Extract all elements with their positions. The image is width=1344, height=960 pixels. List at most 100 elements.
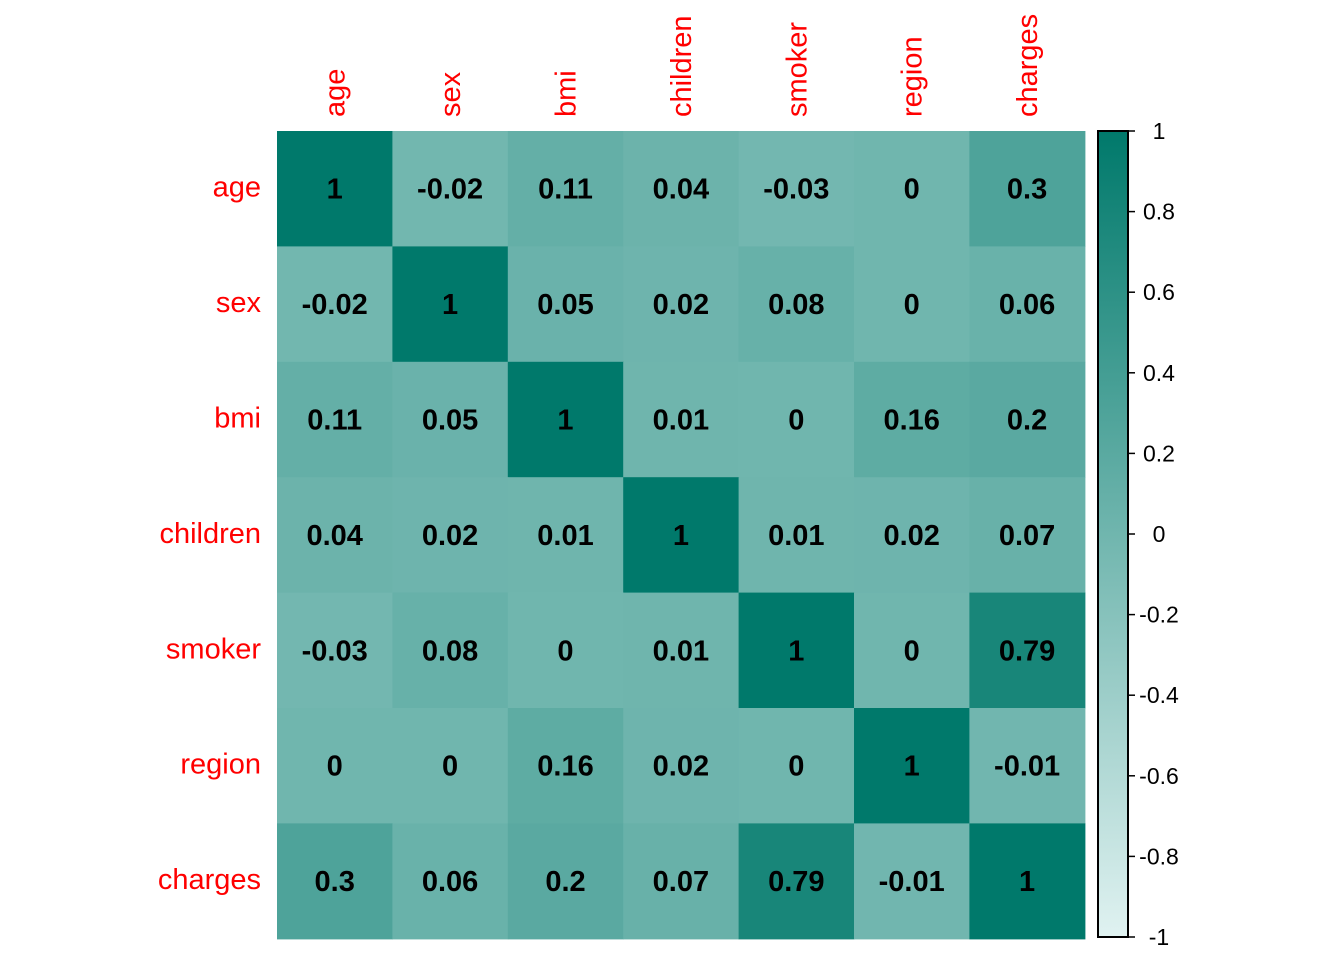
heatmap-cell-bmi-charges	[969, 361, 1086, 478]
cell-value-sex-bmi: 0.05	[537, 289, 593, 321]
row-label-age: age	[213, 172, 261, 204]
cell-value-bmi-sex: 0.05	[422, 405, 478, 437]
heatmap-cell-smoker-charges	[969, 592, 1086, 709]
column-label-charges: charges	[1012, 14, 1044, 117]
heatmap-cell-smoker-bmi	[507, 592, 624, 709]
cell-value-charges-bmi: 0.2	[545, 866, 585, 898]
column-labels: age sex bmi children smoker region charges	[320, 14, 1044, 117]
cell-value-smoker-children: 0.01	[653, 635, 709, 667]
cell-value-smoker-sex: 0.08	[422, 635, 478, 667]
cell-value-sex-charges: 0.06	[999, 289, 1055, 321]
column-label-sex: sex	[435, 71, 467, 117]
cell-value-region-age: 0	[327, 751, 343, 783]
column-label-age: age	[320, 69, 352, 117]
heatmap-cell-smoker-age	[277, 592, 393, 709]
colorbar-tick-label: 0.2	[1143, 440, 1175, 466]
cell-value-children-region: 0.02	[883, 520, 939, 552]
heatmap-value-labels: 1 -0.02 0.11 0.04 -0.03 0 0.3 -0.02 1 0.05 0.02 0.0…	[302, 174, 1061, 898]
colorbar-tick-label: 0.8	[1143, 199, 1175, 225]
row-label-region: region	[180, 749, 261, 781]
heatmap-cell-age-charges	[969, 131, 1086, 247]
column-label-smoker: smoker	[781, 22, 813, 117]
heatmap-cell-children-age	[277, 477, 393, 594]
heatmap-cell-sex-sex	[392, 246, 509, 363]
cell-value-bmi-age: 0.11	[307, 405, 362, 437]
heatmap-cell-sex-children	[623, 246, 740, 363]
cell-value-children-charges: 0.07	[999, 520, 1055, 552]
row-label-bmi: bmi	[214, 403, 261, 435]
heatmap-cell-smoker-children	[623, 592, 740, 709]
colorbar-gradient	[1097, 130, 1129, 938]
heatmap-cell-sex-bmi	[507, 246, 624, 363]
cell-value-region-bmi: 0.16	[537, 751, 593, 783]
cell-value-age-children: 0.04	[653, 174, 709, 206]
heatmap-cell-charges-age	[277, 823, 393, 940]
cell-value-region-charges: -0.01	[994, 751, 1060, 783]
colorbar-tick-label: -0.4	[1139, 682, 1179, 708]
heatmap-cell-region-age	[277, 708, 393, 824]
heatmap-cell-bmi-age	[277, 361, 393, 478]
cell-value-smoker-bmi: 0	[557, 635, 573, 667]
cell-value-smoker-smoker: 1	[788, 635, 804, 667]
cell-value-charges-smoker: 0.79	[768, 866, 824, 898]
heatmap-cell-age-children	[623, 131, 740, 247]
heatmap-cell-children-smoker	[738, 477, 855, 594]
cell-value-children-sex: 0.02	[422, 520, 478, 552]
colorbar-tick-label: -0.8	[1139, 843, 1179, 869]
colorbar-tick-label: 1	[1153, 118, 1166, 144]
heatmap-cell-children-bmi	[507, 477, 624, 594]
cell-value-children-smoker: 0.01	[768, 520, 824, 552]
cell-value-children-children: 1	[673, 520, 689, 552]
heatmap-cell-bmi-bmi	[507, 361, 624, 478]
cell-value-age-charges: 0.3	[1007, 174, 1047, 206]
colorbar-tick-label: 0.4	[1143, 360, 1175, 386]
heatmap-cell-children-children	[623, 477, 740, 594]
cell-value-sex-sex: 1	[442, 289, 458, 321]
cell-value-children-age: 0.04	[306, 520, 362, 552]
cell-value-bmi-bmi: 1	[557, 405, 573, 437]
heatmap-cell-smoker-smoker	[738, 592, 855, 709]
cell-value-bmi-charges: 0.2	[1007, 405, 1047, 437]
cell-value-age-region: 0	[904, 174, 920, 206]
heatmap-cell-region-charges	[969, 708, 1086, 824]
heatmap-cell-region-smoker	[738, 708, 855, 824]
colorbar: 1 0.8 0.6 0.4 0.2 0 -0.2 -0.4 -0.6 -0.8 -1	[1097, 118, 1179, 950]
heatmap-cell-bmi-region	[854, 361, 970, 478]
heatmap-cell-charges-charges	[969, 823, 1086, 940]
cell-value-region-smoker: 0	[788, 751, 804, 783]
row-label-charges: charges	[158, 864, 261, 896]
heatmap-cell-sex-age	[277, 246, 393, 363]
column-label-children: children	[666, 15, 698, 117]
colorbar-tick-label: 0.6	[1143, 279, 1175, 305]
heatmap-cell-smoker-sex	[392, 592, 509, 709]
cell-value-sex-smoker: 0.08	[768, 289, 824, 321]
heatmap-cell-sex-charges	[969, 246, 1086, 363]
cell-value-bmi-region: 0.16	[883, 405, 939, 437]
cell-value-charges-children: 0.07	[653, 866, 709, 898]
heatmap-cell-children-sex	[392, 477, 509, 594]
heatmap-cell-children-region	[854, 477, 970, 594]
cell-value-age-bmi: 0.11	[538, 174, 593, 206]
heatmap-cell-age-region	[854, 131, 970, 247]
column-label-region: region	[897, 36, 929, 117]
row-label-children: children	[159, 518, 261, 550]
heatmap-cell-bmi-sex	[392, 361, 509, 478]
heatmap-cell-charges-region	[854, 823, 970, 940]
cell-value-charges-region: -0.01	[879, 866, 945, 898]
heatmap-cell-age-bmi	[507, 131, 624, 247]
colorbar-tick-label: -0.2	[1139, 602, 1179, 628]
row-label-sex: sex	[216, 287, 262, 319]
cell-value-smoker-charges: 0.79	[999, 635, 1055, 667]
heatmap-cells	[277, 131, 1086, 940]
heatmap-cell-charges-smoker	[738, 823, 855, 940]
heatmap-cell-charges-children	[623, 823, 740, 940]
cell-value-smoker-age: -0.03	[302, 635, 368, 667]
row-labels: age sex bmi children smoker region charges	[158, 172, 262, 896]
row-label-smoker: smoker	[166, 633, 261, 665]
colorbar-ticks: 1 0.8 0.6 0.4 0.2 0 -0.2 -0.4 -0.6 -0.8 -1	[1128, 118, 1179, 950]
cell-value-children-bmi: 0.01	[537, 520, 593, 552]
colorbar-tick-label: -1	[1149, 924, 1169, 950]
cell-value-bmi-smoker: 0	[788, 405, 804, 437]
heatmap-cell-region-children	[623, 708, 740, 824]
